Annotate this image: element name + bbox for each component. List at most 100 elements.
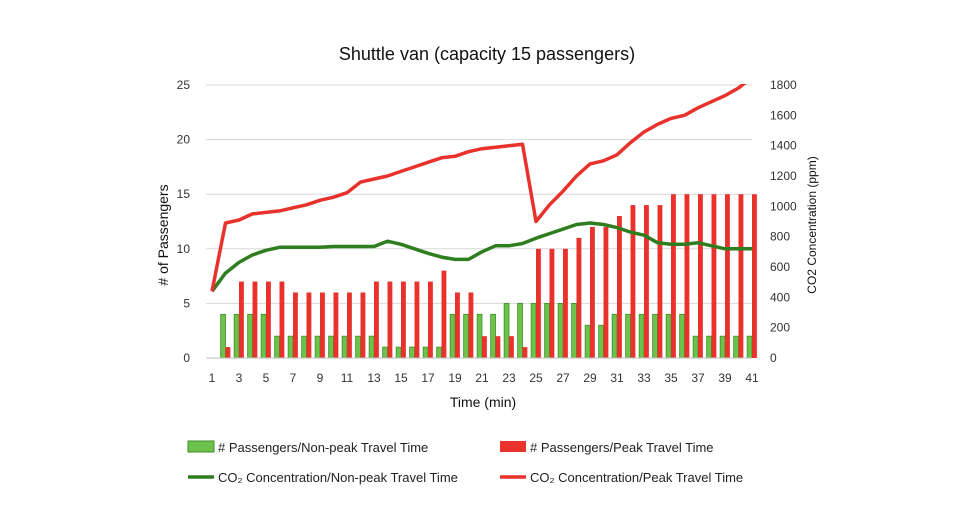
y-axis-left: 0 5 10 15 20 25 xyxy=(177,78,191,365)
bar-peak xyxy=(725,194,730,358)
bar-peak xyxy=(482,336,487,358)
bar-peak xyxy=(239,281,244,358)
y-right-tick-label: 1200 xyxy=(770,169,797,183)
x-tick-label: 33 xyxy=(637,371,651,385)
bar-non-peak xyxy=(598,324,604,359)
x-tick-label: 39 xyxy=(718,371,732,385)
legend-label: # Passengers/Peak Travel Time xyxy=(530,440,714,455)
x-tick-label: 35 xyxy=(664,371,678,385)
bar-peak xyxy=(630,205,636,358)
x-tick-label: 13 xyxy=(367,371,381,385)
x-axis-label: Time (min) xyxy=(450,394,516,410)
x-tick-label: 21 xyxy=(475,371,489,385)
bar-series xyxy=(220,194,757,359)
bar-non-peak xyxy=(274,335,280,359)
bar-non-peak xyxy=(287,335,294,359)
bar-non-peak xyxy=(368,335,375,359)
x-tick-label: 11 xyxy=(341,371,354,385)
bar-non-peak xyxy=(301,335,307,359)
bar-peak xyxy=(711,194,717,358)
line-peak-co2 xyxy=(210,84,747,292)
bar-peak xyxy=(320,292,325,358)
bar-non-peak xyxy=(490,313,496,359)
bar-non-peak xyxy=(733,335,739,359)
y-left-tick-label: 20 xyxy=(177,133,191,147)
bar-peak xyxy=(603,226,609,358)
y-right-tick-label: 1400 xyxy=(770,139,797,153)
bar-peak xyxy=(225,347,231,358)
bar-peak xyxy=(360,292,366,358)
x-tick-label: 15 xyxy=(394,371,408,385)
bar-non-peak xyxy=(476,313,483,359)
x-tick-label: 5 xyxy=(263,371,270,385)
bar-non-peak xyxy=(692,335,699,359)
bar-peak xyxy=(347,292,352,358)
bar-peak xyxy=(387,281,393,358)
x-tick-label: 25 xyxy=(529,371,543,385)
y-left-tick-label: 25 xyxy=(177,78,191,92)
bar-non-peak xyxy=(449,313,456,359)
x-tick-label: 3 xyxy=(236,371,243,385)
y-right-tick-label: 800 xyxy=(770,230,790,244)
bar-peak xyxy=(522,347,528,358)
bar-peak xyxy=(428,281,433,358)
chart-title: Shuttle van (capacity 15 passengers) xyxy=(339,44,635,64)
y-right-tick-label: 600 xyxy=(770,260,790,274)
bar-non-peak xyxy=(638,313,645,359)
bar-peak xyxy=(657,205,663,358)
bar-peak xyxy=(644,205,649,358)
x-tick-label: 29 xyxy=(583,371,597,385)
bar-peak xyxy=(590,226,595,358)
legend-label: # Passengers/Non-peak Travel Time xyxy=(218,440,428,455)
x-tick-label: 19 xyxy=(448,371,462,385)
x-tick-label: 27 xyxy=(556,371,570,385)
bar-non-peak xyxy=(409,346,415,359)
bar-non-peak xyxy=(503,302,510,359)
line-non-peak-co2 xyxy=(210,221,752,293)
legend-swatch xyxy=(187,440,215,453)
x-tick-label: 31 xyxy=(610,371,624,385)
x-tick-label: 9 xyxy=(317,371,324,385)
bar-peak xyxy=(509,336,514,358)
y-axis-left-label: # of Passengers xyxy=(155,184,171,285)
bar-non-peak xyxy=(260,313,267,359)
line-series xyxy=(210,84,752,293)
y-axis-right: 0 200 400 600 800 1000 1200 1400 1600 1800 xyxy=(770,78,797,365)
bar-non-peak xyxy=(571,302,577,359)
y-right-tick-label: 1800 xyxy=(770,78,797,92)
y-left-tick-label: 15 xyxy=(177,187,191,201)
bar-peak xyxy=(374,281,379,358)
bar-non-peak xyxy=(314,335,321,359)
x-tick-label: 17 xyxy=(421,371,435,385)
y-right-tick-label: 1000 xyxy=(770,199,797,213)
bar-non-peak xyxy=(382,346,388,359)
bar-non-peak xyxy=(395,346,402,359)
x-tick-label: 37 xyxy=(691,371,705,385)
bar-peak xyxy=(752,194,757,358)
bar-non-peak xyxy=(517,302,523,359)
y-left-tick-label: 10 xyxy=(177,242,191,256)
x-tick-label: 23 xyxy=(502,371,516,385)
bar-peak xyxy=(536,248,541,358)
bar-peak xyxy=(698,194,703,358)
bar-non-peak xyxy=(679,313,685,359)
x-tick-label: 7 xyxy=(290,371,297,385)
bar-non-peak xyxy=(530,302,537,359)
bar-non-peak xyxy=(436,346,442,359)
bar-non-peak xyxy=(463,313,469,359)
bar-non-peak xyxy=(665,313,672,359)
bar-non-peak xyxy=(220,313,226,359)
bar-non-peak xyxy=(544,302,550,359)
bar-non-peak xyxy=(706,335,712,359)
legend-label: CO₂ Concentration/Peak Travel Time xyxy=(530,470,743,485)
y-right-tick-label: 0 xyxy=(770,351,777,365)
bar-non-peak xyxy=(652,313,658,359)
x-tick-label: 1 xyxy=(209,371,216,385)
y-left-tick-label: 5 xyxy=(183,296,190,310)
bar-non-peak xyxy=(422,346,429,359)
legend: # Passengers/Non-peak Travel Time # Passe… xyxy=(187,440,743,485)
bar-peak xyxy=(495,336,501,358)
bar-peak xyxy=(576,237,582,358)
bar-peak xyxy=(414,281,420,358)
